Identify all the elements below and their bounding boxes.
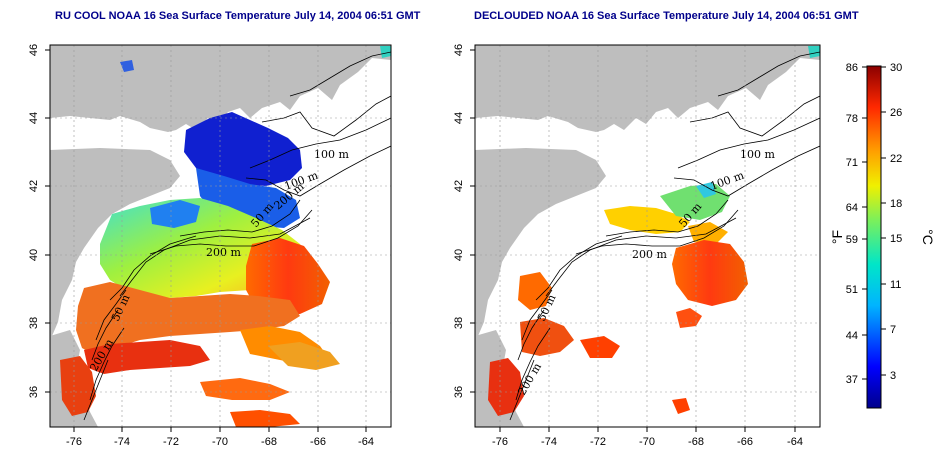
x-tick-label: -72 [590,436,606,448]
x-tick-label: -74 [541,436,557,448]
sst-overlay-left [60,46,391,427]
map-panel-left: 100 m 100 m 200 m 50 m 200 m 50 m 200 m [28,44,392,448]
grid-lines-left [50,45,391,427]
x-tick-label: -66 [310,436,326,448]
grid-lines-right [475,45,820,427]
y-tick-label: 38 [453,317,465,329]
depth-contours-left [83,51,391,421]
x-tick-label: -74 [114,436,130,448]
x-tick-label: -76 [492,436,508,448]
x-tick-label: -76 [66,436,82,448]
y-tick-label: 44 [28,112,40,124]
colorbar-c-tick: 18 [890,198,902,210]
colorbar-c-tick: 30 [890,62,902,74]
y-tick-label: 46 [453,44,465,56]
contour-label: 200 m [632,248,667,261]
y-tick-label: 36 [28,386,40,398]
colorbar-celsius-unit: °C [920,229,936,245]
contour-label: 100 m [740,148,775,161]
colorbar-c-tick: 15 [890,233,902,245]
colorbar-f-tick: 44 [846,330,858,342]
x-tick-label: -66 [737,436,753,448]
y-tick-label: 44 [453,112,465,124]
x-tick-label: -70 [212,436,228,448]
colorbar-c-tick: 22 [890,153,902,165]
contour-label: 200 m [206,246,241,259]
colorbar-f-tick: 51 [846,284,858,296]
x-tick-label: -68 [688,436,704,448]
land-mass-left [50,45,391,427]
contour-label: 100 m [314,148,349,161]
colorbar-c-tick: 3 [890,370,896,382]
x-tick-label: -64 [358,436,374,448]
x-tick-label: -68 [261,436,277,448]
y-tick-label: 42 [453,180,465,192]
x-tick-label: -64 [787,436,803,448]
y-tick-label: 40 [28,249,40,261]
colorbar-c-tick: 26 [890,107,902,119]
colorbar-gradient [866,65,882,409]
colorbar-f-tick: 59 [846,234,858,246]
map-panel-right: 100 m 100 m 200 m 50 m 200 m 50 m [453,44,821,448]
colorbar-f-tick: 71 [846,157,858,169]
land-mass-right [475,45,820,427]
colorbar-f-tick: 64 [846,202,858,214]
x-tick-label: -72 [163,436,179,448]
colorbar-f-tick: 37 [846,374,858,386]
y-tick-label: 36 [453,386,465,398]
colorbar-f-tick: 78 [846,113,858,125]
colorbar-f-tick: 86 [846,62,858,74]
y-tick-label: 38 [28,317,40,329]
map-title-right: DECLOUDED NOAA 16 Sea Surface Temperatur… [474,10,859,22]
y-tick-label: 46 [28,44,40,56]
colorbar-c-tick: 7 [890,324,896,336]
colorbar-fahrenheit-unit: °F [829,230,845,244]
colorbar-c-tick: 11 [890,279,901,291]
map-title-left: RU COOL NOAA 16 Sea Surface Temperature … [55,10,421,22]
colorbar: 86 78 71 64 59 51 44 37 30 26 22 18 15 1… [829,62,936,409]
y-tick-label: 40 [453,249,465,261]
y-tick-label: 42 [28,180,40,192]
x-tick-label: -70 [639,436,655,448]
